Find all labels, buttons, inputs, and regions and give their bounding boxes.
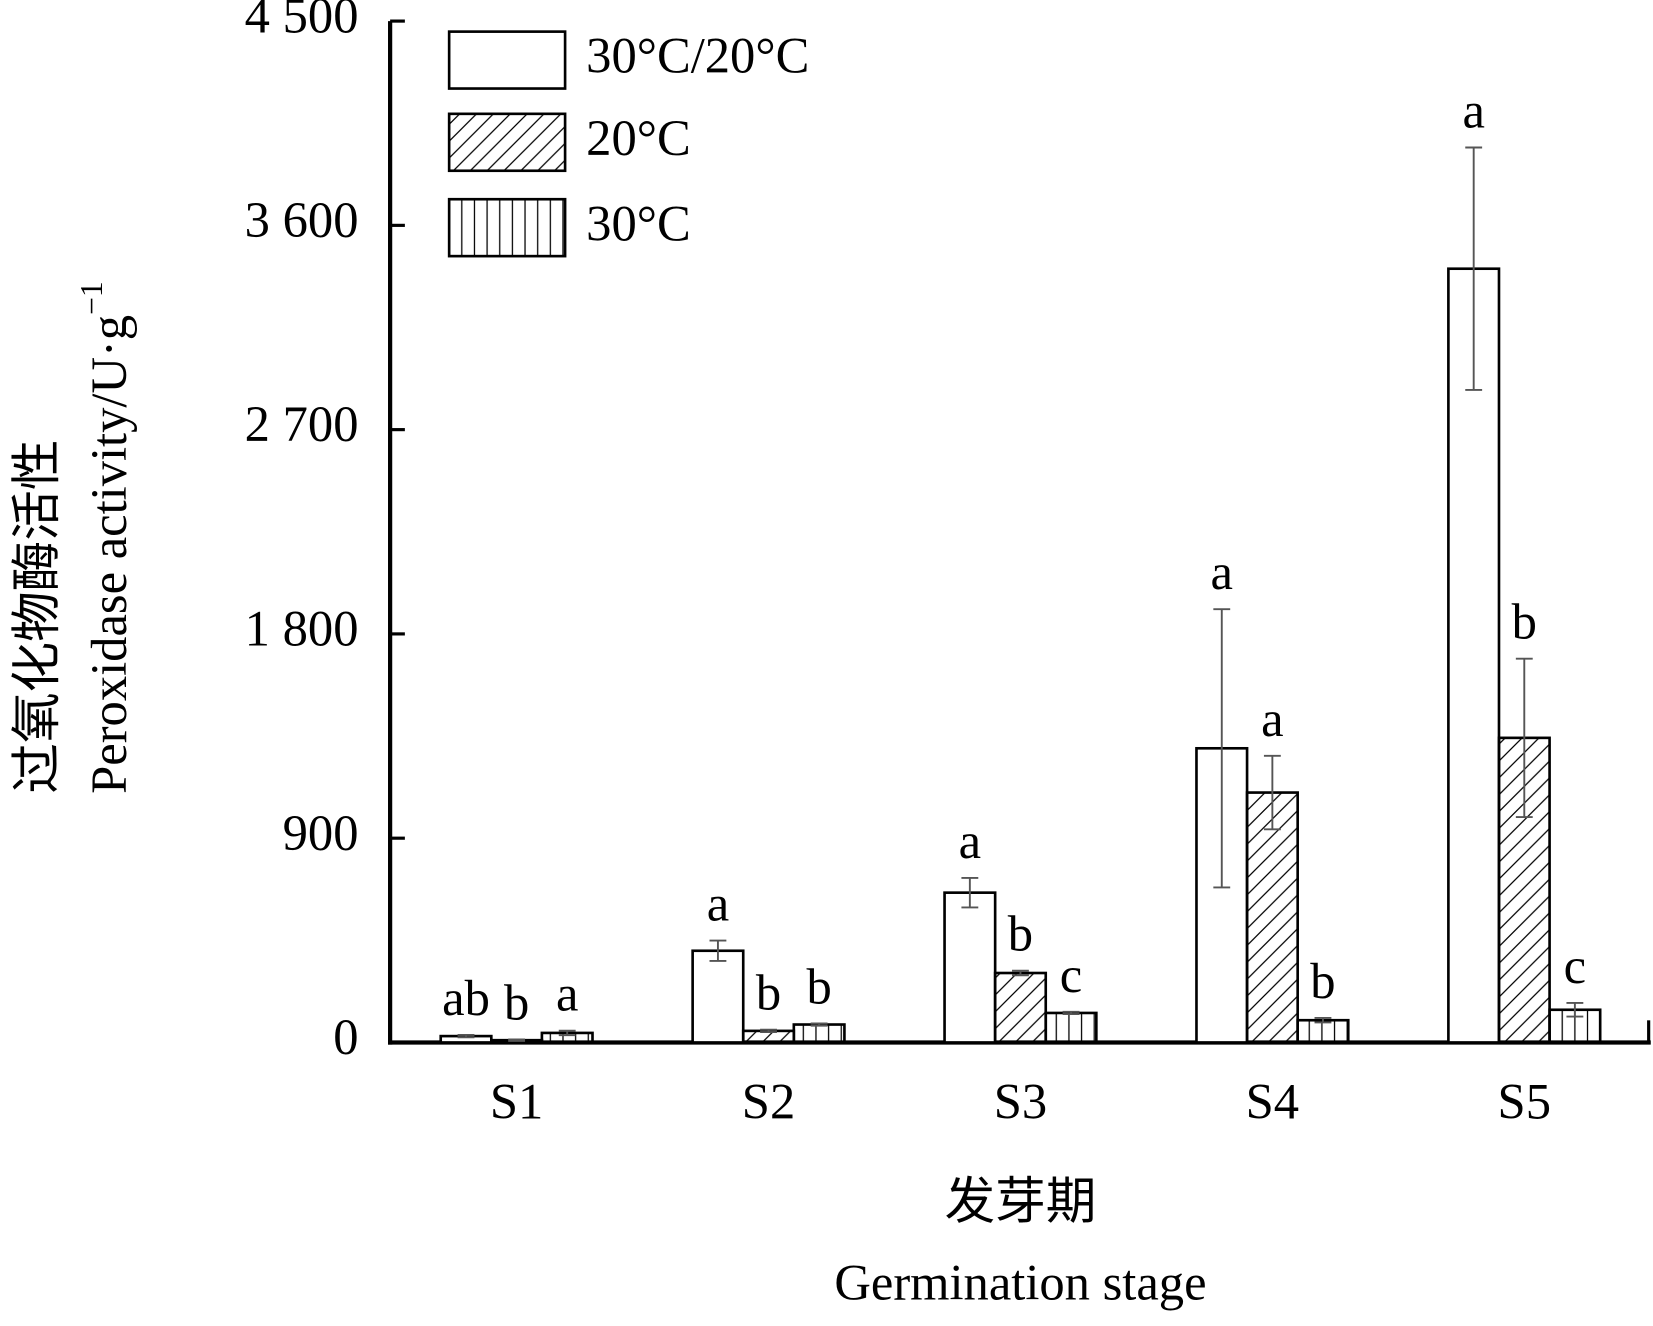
bar (1245, 791, 1299, 1044)
x-tick-label: S1 (490, 1073, 543, 1129)
significance-letter: b (806, 958, 831, 1014)
error-bar (961, 876, 979, 909)
error-bar (1062, 1010, 1080, 1016)
significance-letter: c (1060, 947, 1082, 1003)
x-axis-label: 发芽期 (945, 1174, 1097, 1230)
bar (792, 1023, 846, 1044)
legend-label: 30°C (586, 195, 691, 251)
error-bar (709, 939, 727, 962)
legend-swatch (447, 197, 567, 258)
error-bar (760, 1028, 777, 1033)
error-bar (1314, 1016, 1332, 1024)
significance-letter: b (1008, 906, 1033, 962)
y-tick-label: 1 800 (245, 601, 359, 657)
significance-letter: a (1261, 691, 1283, 747)
significance-letter: b (756, 965, 781, 1021)
y-tick-label: 900 (283, 805, 359, 861)
significance-letter: a (556, 966, 578, 1022)
y-tick-label: 2 700 (245, 396, 359, 452)
significance-letter: ab (442, 970, 490, 1026)
legend-swatch (447, 112, 567, 173)
significance-letter: a (1211, 544, 1233, 600)
legend-swatch (447, 30, 567, 90)
significance-letter: b (1512, 594, 1537, 650)
bar (1296, 1018, 1350, 1044)
significance-letter: b (504, 974, 529, 1030)
significance-letter: b (1310, 953, 1335, 1009)
legend-label: 20°C (586, 110, 691, 166)
error-bar (810, 1022, 828, 1027)
error-bar (1213, 608, 1231, 889)
y-axis-label-text: Peroxidase activity/U·g (81, 315, 137, 794)
bar (1044, 1011, 1098, 1044)
bar (943, 891, 997, 1044)
significance-letter: a (707, 876, 729, 932)
y-axis-label: 过氧化物酶活性 (9, 440, 65, 794)
error-bar (1465, 146, 1483, 391)
error-bar (1012, 969, 1029, 977)
bar (993, 971, 1048, 1044)
y-tick-label: 3 600 (245, 192, 359, 248)
y-axis-label-sup: −1 (74, 281, 109, 315)
error-bar (558, 1029, 576, 1037)
x-tick-label: S3 (994, 1073, 1047, 1129)
y-tick-label: 4 500 (245, 0, 359, 44)
significance-letter: a (1462, 82, 1484, 138)
error-bar (457, 1034, 475, 1039)
error-bar (1566, 1002, 1584, 1018)
y-tick-label: 0 (333, 1009, 358, 1065)
legend-label: 30°C/20°C (586, 28, 809, 84)
error-bar (1263, 754, 1281, 831)
error-bar (508, 1038, 526, 1042)
x-tick-label: S5 (1498, 1073, 1551, 1129)
x-tick-label: S2 (742, 1073, 795, 1129)
significance-letter: a (959, 813, 981, 869)
error-bar (1515, 657, 1533, 819)
x-tick-label: S4 (1246, 1073, 1299, 1129)
x-axis-label: Germination stage (834, 1255, 1206, 1311)
bar (691, 949, 745, 1044)
significance-letter: c (1564, 938, 1586, 994)
y-axis-label: Peroxidase activity/U·g−1 (74, 281, 136, 794)
